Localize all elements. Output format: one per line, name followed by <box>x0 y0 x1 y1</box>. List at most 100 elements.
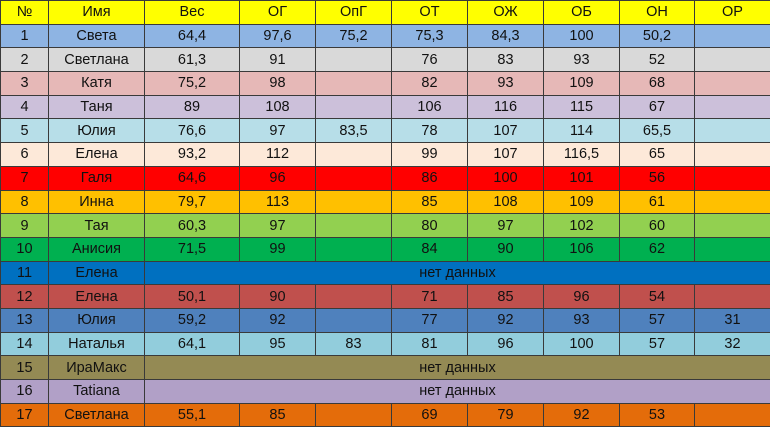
cell-ot[interactable]: 77 <box>391 307 468 333</box>
no-data-cell[interactable]: нет данных <box>144 379 770 404</box>
cell-weight[interactable]: 64,6 <box>144 165 240 191</box>
cell-ozh[interactable]: 100 <box>467 165 544 191</box>
cell-or[interactable] <box>694 118 770 144</box>
cell-on[interactable]: 61 <box>619 189 695 215</box>
no-data-cell[interactable]: нет данных <box>144 260 770 286</box>
cell-weight[interactable]: 76,6 <box>144 118 240 144</box>
cell-on[interactable]: 57 <box>619 307 695 333</box>
cell-number[interactable]: 1 <box>0 23 49 49</box>
cell-og[interactable]: 90 <box>239 284 316 309</box>
cell-on[interactable]: 60 <box>619 213 695 238</box>
cell-weight[interactable]: 71,5 <box>144 236 240 262</box>
cell-or[interactable] <box>694 284 770 309</box>
cell-ozh[interactable]: 96 <box>467 331 544 357</box>
cell-ozh[interactable]: 92 <box>467 307 544 333</box>
cell-on[interactable]: 65,5 <box>619 118 695 144</box>
cell-name[interactable]: Тая <box>48 213 145 238</box>
column-header-ozh[interactable]: ОЖ <box>467 0 544 25</box>
cell-ob[interactable]: 116,5 <box>543 142 620 167</box>
cell-ob[interactable]: 100 <box>543 23 620 49</box>
cell-opg[interactable] <box>315 189 392 215</box>
cell-on[interactable]: 67 <box>619 94 695 120</box>
cell-name[interactable]: Юлия <box>48 307 145 333</box>
cell-name[interactable]: ИраМакс <box>48 355 145 380</box>
cell-or[interactable] <box>694 402 770 427</box>
cell-name[interactable]: Света <box>48 23 145 49</box>
cell-og[interactable]: 92 <box>239 307 316 333</box>
cell-opg[interactable]: 83 <box>315 331 392 357</box>
cell-opg[interactable] <box>315 284 392 309</box>
cell-ob[interactable]: 102 <box>543 213 620 238</box>
cell-number[interactable]: 7 <box>0 165 49 191</box>
column-header-ot[interactable]: ОТ <box>391 0 468 25</box>
cell-name[interactable]: Наталья <box>48 331 145 357</box>
cell-weight[interactable]: 64,1 <box>144 331 240 357</box>
cell-opg[interactable] <box>315 165 392 191</box>
cell-opg[interactable] <box>315 307 392 333</box>
cell-number[interactable]: 16 <box>0 379 49 404</box>
cell-og[interactable]: 97 <box>239 213 316 238</box>
cell-ozh[interactable]: 97 <box>467 213 544 238</box>
cell-number[interactable]: 17 <box>0 402 49 427</box>
cell-og[interactable]: 96 <box>239 165 316 191</box>
cell-og[interactable]: 91 <box>239 47 316 73</box>
cell-name[interactable]: Таня <box>48 94 145 120</box>
cell-ozh[interactable]: 107 <box>467 118 544 144</box>
cell-or[interactable] <box>694 165 770 191</box>
cell-name[interactable]: Елена <box>48 260 145 286</box>
cell-number[interactable]: 8 <box>0 189 49 215</box>
cell-name[interactable]: Светлана <box>48 402 145 427</box>
cell-opg[interactable] <box>315 402 392 427</box>
cell-weight[interactable]: 59,2 <box>144 307 240 333</box>
cell-ob[interactable]: 109 <box>543 71 620 96</box>
cell-ob[interactable]: 96 <box>543 284 620 309</box>
cell-ot[interactable]: 99 <box>391 142 468 167</box>
cell-ot[interactable]: 76 <box>391 47 468 73</box>
cell-opg[interactable] <box>315 213 392 238</box>
cell-weight[interactable]: 61,3 <box>144 47 240 73</box>
cell-number[interactable]: 10 <box>0 236 49 262</box>
column-header-ob[interactable]: ОБ <box>543 0 620 25</box>
cell-on[interactable]: 62 <box>619 236 695 262</box>
cell-ot[interactable]: 71 <box>391 284 468 309</box>
cell-on[interactable]: 50,2 <box>619 23 695 49</box>
cell-number[interactable]: 5 <box>0 118 49 144</box>
cell-ozh[interactable]: 84,3 <box>467 23 544 49</box>
cell-ot[interactable]: 75,3 <box>391 23 468 49</box>
cell-ot[interactable]: 78 <box>391 118 468 144</box>
cell-on[interactable]: 54 <box>619 284 695 309</box>
cell-ob[interactable]: 92 <box>543 402 620 427</box>
cell-on[interactable]: 56 <box>619 165 695 191</box>
cell-or[interactable] <box>694 47 770 73</box>
cell-number[interactable]: 11 <box>0 260 49 286</box>
column-header-on[interactable]: ОН <box>619 0 695 25</box>
cell-opg[interactable] <box>315 71 392 96</box>
cell-opg[interactable] <box>315 142 392 167</box>
cell-opg[interactable]: 83,5 <box>315 118 392 144</box>
cell-ob[interactable]: 93 <box>543 307 620 333</box>
cell-ot[interactable]: 80 <box>391 213 468 238</box>
cell-ot[interactable]: 106 <box>391 94 468 120</box>
cell-ozh[interactable]: 79 <box>467 402 544 427</box>
cell-weight[interactable]: 50,1 <box>144 284 240 309</box>
cell-ot[interactable]: 81 <box>391 331 468 357</box>
cell-name[interactable]: Елена <box>48 142 145 167</box>
cell-number[interactable]: 3 <box>0 71 49 96</box>
cell-ot[interactable]: 82 <box>391 71 468 96</box>
cell-ot[interactable]: 85 <box>391 189 468 215</box>
cell-or[interactable]: 31 <box>694 307 770 333</box>
cell-ob[interactable]: 100 <box>543 331 620 357</box>
cell-or[interactable] <box>694 236 770 262</box>
cell-ot[interactable]: 84 <box>391 236 468 262</box>
cell-ozh[interactable]: 85 <box>467 284 544 309</box>
cell-og[interactable]: 97,6 <box>239 23 316 49</box>
cell-number[interactable]: 14 <box>0 331 49 357</box>
cell-ob[interactable]: 93 <box>543 47 620 73</box>
cell-or[interactable] <box>694 94 770 120</box>
cell-ob[interactable]: 106 <box>543 236 620 262</box>
cell-ob[interactable]: 115 <box>543 94 620 120</box>
column-header-og[interactable]: ОГ <box>239 0 316 25</box>
cell-weight[interactable]: 89 <box>144 94 240 120</box>
cell-name[interactable]: Галя <box>48 165 145 191</box>
cell-og[interactable]: 95 <box>239 331 316 357</box>
